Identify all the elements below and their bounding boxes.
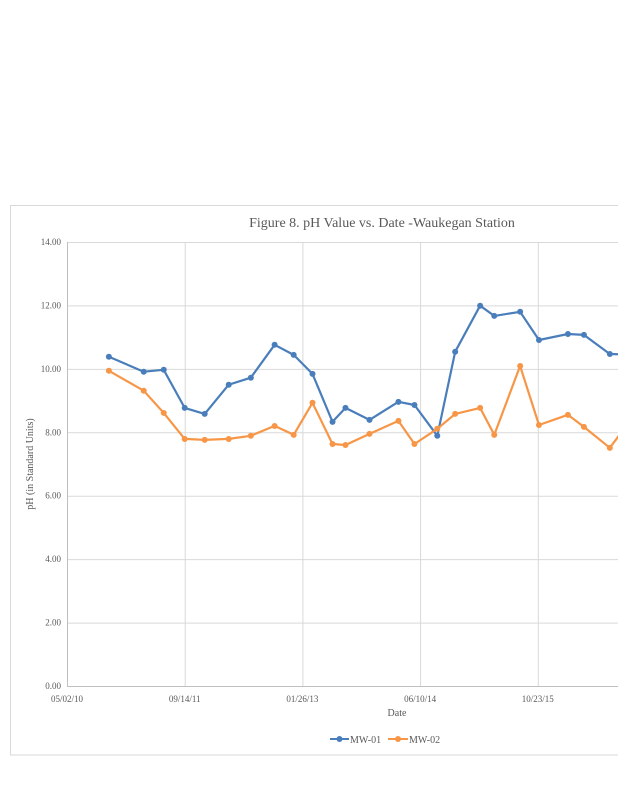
data-point-mw-01 [434,432,441,439]
data-point-mw-02 [452,410,459,417]
data-point-mw-02 [434,425,441,432]
data-point-mw-02 [290,431,297,438]
y-tick-label: 2.00 [45,618,61,628]
series-group [105,302,618,451]
y-axis-label: pH (in Standard Units) [25,418,36,509]
data-point-mw-01 [140,368,147,375]
data-point-mw-02 [271,422,278,429]
data-point-mw-02 [517,363,524,370]
data-point-mw-01 [517,308,524,315]
y-tick-label: 0.00 [45,681,61,691]
data-point-mw-01 [309,370,316,377]
data-point-mw-02 [342,441,349,448]
data-point-mw-01 [491,312,498,319]
data-point-mw-02 [309,399,316,406]
data-point-mw-01 [271,341,278,348]
x-tick-label: 05/02/10 [51,694,84,704]
data-point-mw-01 [477,302,484,309]
legend-marker-mw-02 [395,736,401,742]
y-tick-label: 4.00 [45,554,61,564]
data-point-mw-02 [201,436,208,443]
data-point-mw-02 [477,404,484,411]
data-point-mw-01 [564,330,571,337]
data-point-mw-02 [491,431,498,438]
chart-frame [10,205,618,756]
x-tick-label: 06/10/14 [404,694,437,704]
legend-marker-mw-01 [336,736,343,742]
legend-label-mw-02: MW-02 [409,735,440,746]
legend: MW-01 MW-02 [330,735,440,746]
y-tick-labels: 0.00 2.00 4.00 6.00 8.00 10.00 12.00 14.00 [41,237,62,691]
data-point-mw-02 [564,411,571,418]
data-point-mw-02 [580,423,587,430]
x-tick-labels: 05/02/10 09/14/11 01/26/13 06/10/14 10/23/15 [51,694,554,704]
y-tick-label: 10.00 [41,364,62,374]
y-tick-label: 8.00 [45,427,61,437]
data-point-mw-02 [366,430,373,437]
data-point-mw-01 [606,350,613,357]
legend-label-mw-01: MW-01 [350,735,381,746]
data-point-mw-02 [225,435,232,442]
data-point-mw-01 [247,374,254,381]
x-axis-label: Date [388,708,407,719]
data-point-mw-02 [395,417,402,424]
data-point-mw-01 [329,418,336,425]
y-tick-label: 12.00 [41,300,62,310]
data-point-mw-02 [606,444,613,451]
data-point-mw-01 [535,336,542,343]
data-point-mw-02 [105,367,112,374]
data-point-mw-01 [181,404,188,411]
data-point-mw-02 [411,441,418,448]
data-point-mw-01 [411,402,418,409]
legend-item-mw-02: MW-02 [388,735,440,746]
data-point-mw-01 [452,348,459,355]
x-tick-label: 01/26/13 [286,694,319,704]
x-tick-label: 09/14/11 [169,694,201,704]
data-point-mw-01 [225,381,232,388]
data-point-mw-02 [247,432,254,439]
data-point-mw-01 [395,398,402,405]
data-point-mw-01 [105,353,112,360]
data-point-mw-01 [366,416,373,423]
data-point-mw-01 [201,410,208,417]
data-point-mw-01 [160,366,167,373]
data-point-mw-02 [160,409,167,416]
data-point-mw-02 [181,435,188,442]
legend-item-mw-01: MW-01 [330,735,381,746]
data-point-mw-01 [580,331,587,338]
data-point-mw-01 [290,351,297,358]
data-point-mw-02 [329,441,336,448]
data-point-mw-02 [140,387,147,394]
data-point-mw-01 [342,404,349,411]
x-tick-label: 10/23/15 [522,694,555,704]
chart-title: Figure 8. pH Value vs. Date -Waukegan St… [249,216,515,231]
data-point-mw-02 [535,421,542,428]
y-tick-label: 14.00 [41,237,62,247]
y-tick-label: 6.00 [45,491,61,501]
